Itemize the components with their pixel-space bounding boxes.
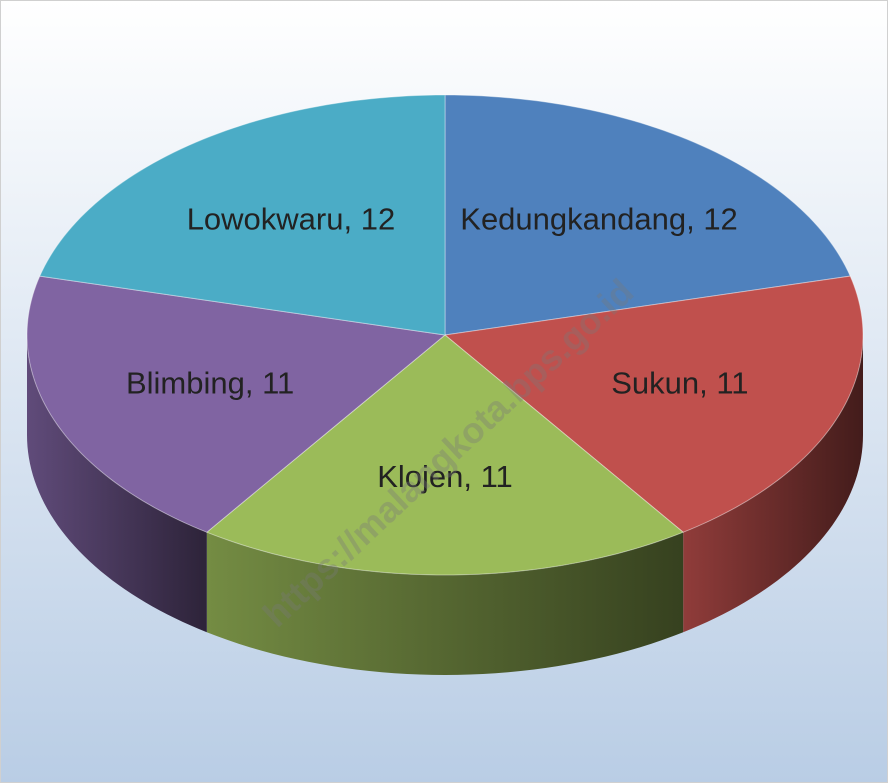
slice-side (27, 335, 207, 633)
slice-side (206, 532, 684, 675)
slice (26, 275, 447, 533)
data-label: Sukun, 11 (611, 366, 748, 401)
labels: Kedungkandang, 12 Sukun, 11 Klojen, 11 Blim… (126, 202, 749, 495)
data-label: Lowokwaru, 12 (187, 202, 396, 237)
pie-tops (26, 94, 864, 576)
data-label: Klojen, 11 (377, 459, 513, 494)
pie-sides (27, 335, 863, 675)
slice (443, 275, 864, 533)
slice (205, 334, 685, 576)
slice-side (683, 335, 863, 633)
slice (444, 94, 851, 336)
slice (39, 94, 446, 336)
data-label: Blimbing, 11 (126, 366, 294, 401)
data-label: Kedungkandang, 12 (460, 202, 738, 237)
